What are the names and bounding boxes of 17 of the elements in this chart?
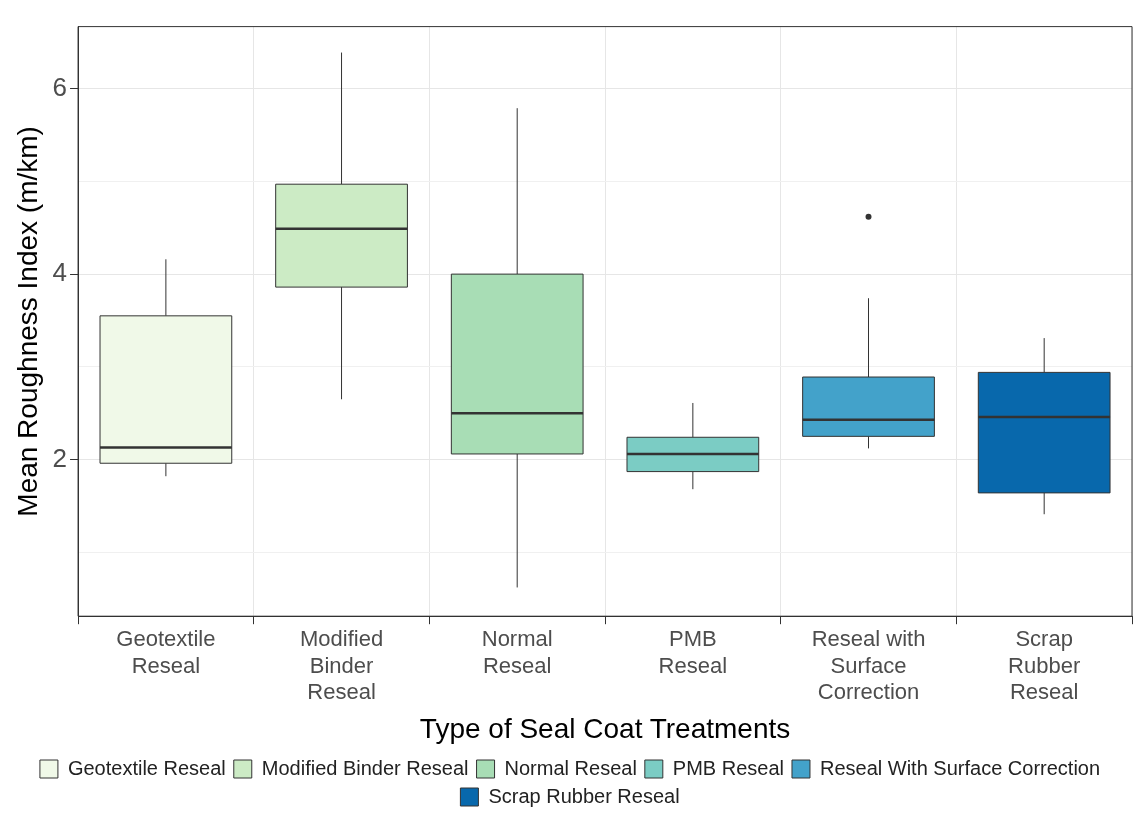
legend-label: PMB Reseal [672, 756, 784, 779]
x-tick-label: Reseal with Surface Correction [811, 626, 926, 705]
y-tick-label: 6 [52, 71, 68, 102]
x-tick-label: Geotextile Reseal [116, 626, 216, 678]
x-tick-label: Normal Reseal [481, 626, 553, 678]
x-tick-label: Modified Binder Reseal [299, 626, 384, 705]
legend-label: Geotextile Reseal [67, 756, 226, 779]
legend-label: Reseal With Surface Correction [819, 756, 1101, 779]
x-tick-label: Scrap Rubber Reseal [1008, 626, 1081, 705]
legend-label: Scrap Rubber Reseal [488, 784, 680, 807]
x-tick-label: PMB Reseal [658, 626, 728, 678]
y-tick-label: 2 [52, 442, 68, 473]
y-tick-label: 4 [52, 257, 68, 288]
x-axis-title: Type of Seal Coat Treatments [419, 712, 791, 744]
legend-label: Modified Binder Reseal [261, 756, 469, 779]
y-axis-title: Mean Roughness Index (m/km) [11, 126, 43, 517]
legend-label: Normal Reseal [504, 756, 637, 779]
